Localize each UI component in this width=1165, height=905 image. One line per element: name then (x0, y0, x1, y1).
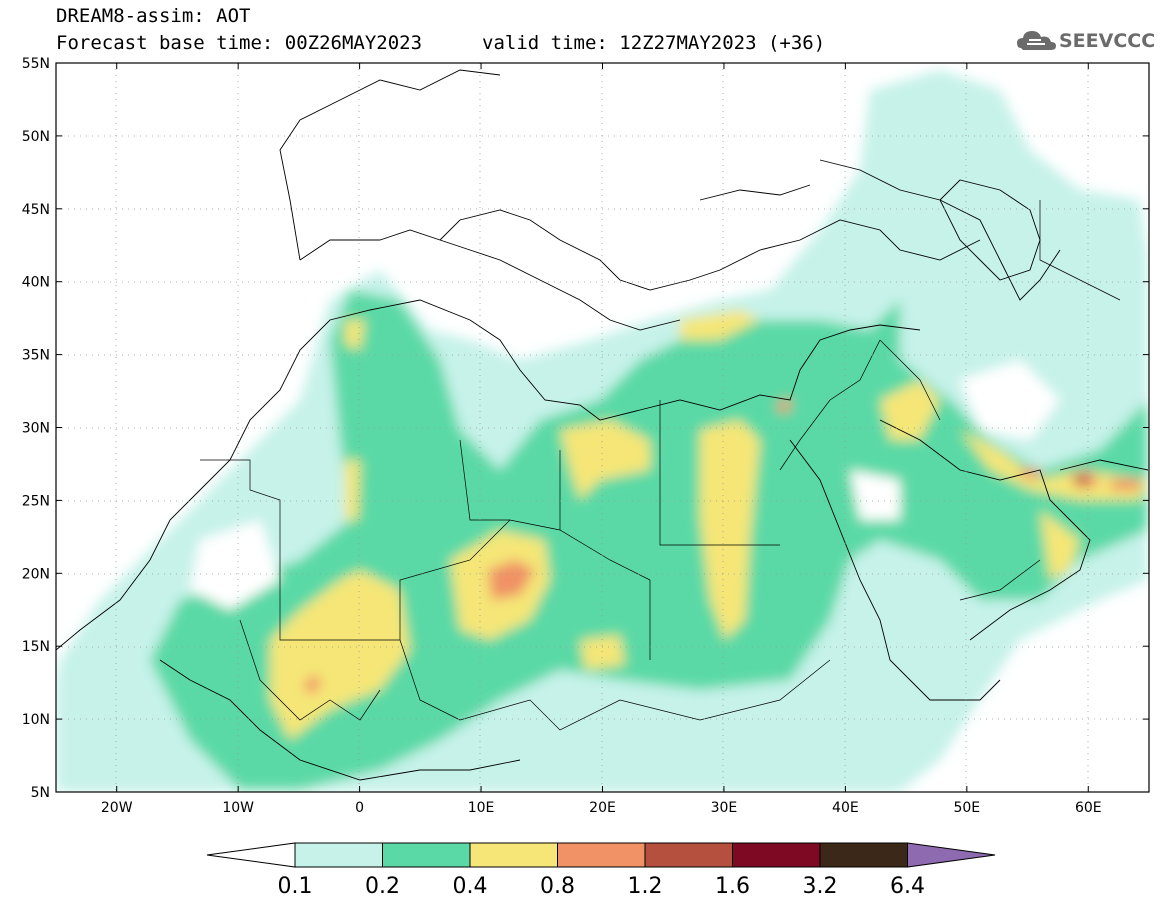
colorbar-swatch (732, 842, 821, 868)
colorbar: 0.1 0.2 0.4 0.8 1.2 1.6 3.2 6.4 (206, 842, 996, 899)
aot-level-0-4 (270, 570, 410, 740)
lat-label: 5N (31, 785, 50, 801)
lon-label: 50E (953, 800, 980, 816)
lat-label: 50N (22, 129, 50, 145)
lat-label: 15N (22, 639, 50, 655)
colorbar-tick-label: 1.2 (628, 874, 663, 899)
lat-label: 30N (22, 421, 50, 437)
lon-label: 20E (589, 800, 616, 816)
lat-label: 40N (22, 275, 50, 291)
colorbar-tick-label: 6.4 (890, 874, 925, 899)
lon-label: 0 (355, 800, 364, 816)
colorbar-tick-label: 0.2 (365, 874, 400, 899)
aot-level-1-2 (1073, 475, 1090, 486)
coastlines (56, 69, 1149, 781)
aot-field (56, 63, 1149, 792)
lat-label: 20N (22, 566, 50, 582)
cloud-icon (1017, 31, 1056, 50)
forecast-base-time: Forecast base time: 00Z26MAY2023 (56, 32, 423, 54)
valid-time: valid time: 12Z27MAY2023 (+36) (482, 32, 826, 54)
colorbar-tick-label: 0.1 (278, 874, 313, 899)
lat-label: 35N (22, 348, 50, 364)
colorbar-tick-label: 0.8 (540, 874, 575, 899)
country-borders (200, 200, 1121, 731)
colorbar-under-arrow (206, 842, 296, 868)
colorbar-tick-label: 3.2 (803, 874, 838, 899)
aot-level-0-8 (488, 560, 535, 600)
map-axes: 55N 50N 45N 40N 35N 30N 25N 20N 15N 10N 5N 20W 10W 0 1… (22, 56, 1149, 816)
logo-text: SEEVCCC (1059, 30, 1156, 52)
map-title: DREAM8-assim: AOT (56, 5, 251, 27)
colorbar-tick-label: 0.4 (453, 874, 488, 899)
colorbar-swatch (644, 842, 733, 868)
lat-label: 10N (22, 712, 50, 728)
colorbar-swatch (557, 842, 646, 868)
lon-label: 10E (468, 800, 495, 816)
colorbar-swatch (382, 842, 471, 868)
lat-label: 25N (22, 493, 50, 509)
grid (56, 63, 1149, 792)
colorbar-over-arrow (907, 842, 996, 868)
lat-label: 55N (22, 56, 50, 72)
lat-label: 45N (22, 202, 50, 218)
colorbar-swatch (294, 842, 383, 868)
colorbar-swatch (819, 842, 908, 868)
lon-label: 20W (101, 800, 133, 816)
lon-label: 30E (711, 800, 738, 816)
lon-label: 10W (222, 800, 254, 816)
lon-label: 40E (832, 800, 859, 816)
seevccc-logo: SEEVCCC (1015, 26, 1155, 56)
lon-label: 60E (1075, 800, 1102, 816)
colorbar-swatch (469, 842, 558, 868)
colorbar-tick-label: 1.6 (715, 874, 750, 899)
